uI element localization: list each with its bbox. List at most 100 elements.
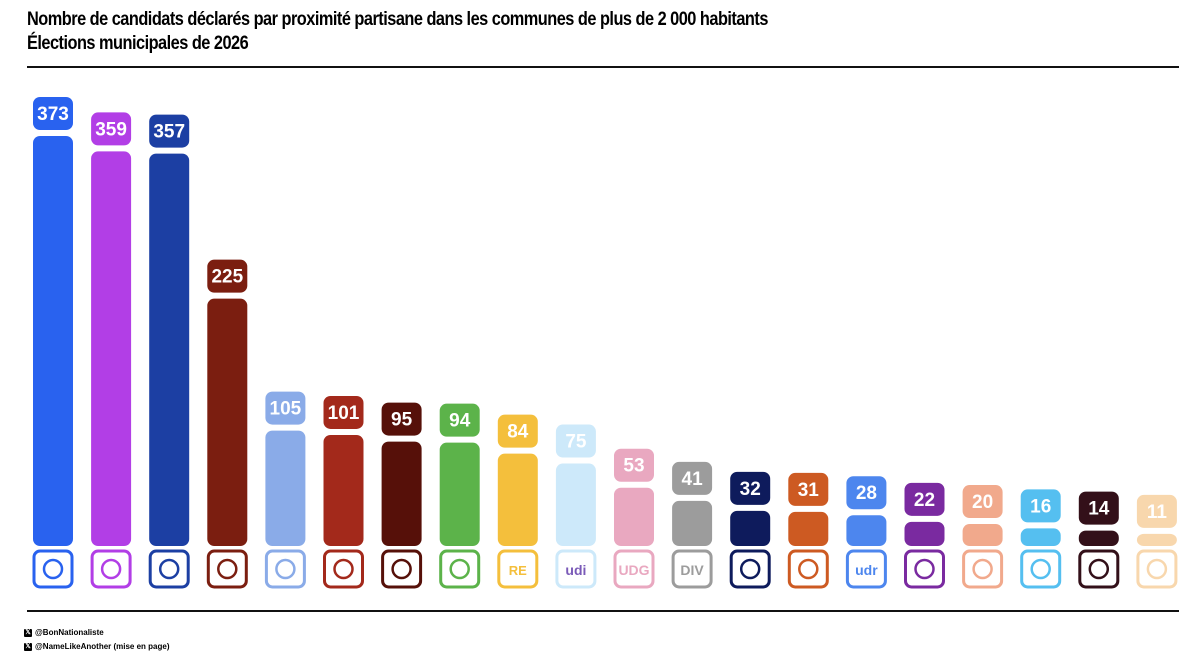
credit-2: 𝕏 @NameLikeAnother (mise en page): [24, 642, 170, 651]
bar: [439, 442, 480, 546]
data-label: 94: [449, 411, 471, 432]
bar-group-15: 22: [904, 482, 945, 589]
value-badge: [1136, 494, 1177, 528]
bar: [381, 441, 422, 546]
ps-logo-icon: [90, 549, 132, 589]
value-badge: [265, 391, 306, 425]
re-logo-icon: [497, 549, 539, 589]
logo-mark: [1146, 558, 1168, 580]
bar-group-1: 359: [90, 112, 132, 589]
value-badge: [497, 414, 538, 448]
logo-mark: [739, 558, 761, 580]
bar: [614, 487, 654, 546]
data-label: 22: [914, 490, 935, 511]
bar-group-18: 14: [1078, 491, 1120, 589]
bar-group-13: 31: [787, 472, 829, 589]
bar-group-2: 357: [148, 114, 190, 589]
logo-text: UDG: [618, 562, 649, 578]
rn-logo-icon: [148, 549, 190, 589]
data-label: 28: [856, 483, 877, 504]
value-badge: [381, 402, 422, 436]
data-label: 373: [37, 104, 69, 125]
data-label: 225: [211, 267, 243, 288]
logo-mark: [42, 558, 64, 580]
logo-mark: [914, 558, 935, 580]
bar-group-10: 53 UDG: [613, 448, 655, 589]
bottom-divider: [27, 610, 1179, 612]
bar-group-0: 373: [32, 97, 74, 589]
bar: [497, 453, 538, 546]
logo-mark: [391, 558, 412, 580]
value-badge: [323, 395, 364, 429]
value-badge: [33, 97, 73, 130]
data-label: 41: [682, 469, 704, 490]
logo-mark: [217, 558, 238, 580]
bar: [91, 151, 132, 546]
udi-logo-icon: [555, 549, 597, 589]
energie-logo-icon: [1020, 549, 1062, 589]
bar: [1078, 530, 1119, 546]
value-badge: [846, 476, 887, 510]
bar-group-17: 16: [1020, 489, 1062, 589]
lr-logo-icon: [32, 549, 74, 589]
bar: [1136, 533, 1177, 546]
value-badge: [555, 424, 596, 458]
logo-mark: [158, 558, 180, 580]
bar: [1020, 528, 1061, 546]
value-badge: [207, 259, 248, 293]
bar-chart: 373 359 357 225 105 101 95 94 84 RE 75 udi 53 UDG 41 DI…: [32, 97, 1178, 589]
data-label: 105: [270, 399, 302, 420]
chart-title: Nombre de candidats déclarés par proximi…: [27, 8, 768, 56]
credit-2-text: @NameLikeAnother (mise en page): [35, 642, 170, 651]
value-badge: [614, 448, 654, 482]
credit-1: 𝕏 @BonNationaliste: [24, 628, 104, 637]
logo-text: DIV: [680, 562, 704, 578]
value-badge: [730, 471, 771, 505]
bar: [730, 510, 771, 546]
udg-logo-icon: [613, 549, 655, 589]
udr-logo-icon: [845, 549, 887, 589]
value-badge: [788, 472, 829, 506]
femme-logo-icon: [962, 549, 1004, 589]
modem-logo-icon: [787, 549, 829, 589]
logo-mark: [1088, 558, 1110, 580]
bar-group-19: 11: [1136, 494, 1178, 589]
logo-mark: [798, 558, 819, 580]
reconquete-logo-icon: [729, 549, 771, 589]
div-logo-icon: [671, 549, 713, 589]
bar: [33, 136, 73, 546]
logo-mark: [972, 558, 993, 580]
data-label: 75: [565, 432, 587, 453]
credit-1-text: @BonNationaliste: [35, 628, 104, 637]
data-label: 95: [391, 410, 413, 431]
logo-mark: [1030, 558, 1051, 580]
bar: [149, 153, 190, 546]
value-badge: [91, 112, 132, 146]
data-label: 359: [95, 119, 127, 140]
centristes-logo-icon: [1136, 549, 1178, 589]
data-label: 84: [507, 422, 529, 443]
bar: [555, 463, 596, 546]
bar-group-11: 41 DIV: [671, 461, 713, 589]
bar-group-5: 101: [323, 395, 364, 589]
bar-group-6: 95: [381, 402, 423, 589]
bar-group-4: 105: [264, 391, 306, 589]
value-badge: [962, 485, 1003, 519]
bar: [323, 434, 364, 546]
value-badge: [149, 114, 190, 148]
value-badge: [1020, 489, 1061, 523]
bar-group-7: 94: [439, 403, 481, 589]
bar: [788, 511, 829, 546]
bar: [265, 430, 306, 546]
data-label: 14: [1088, 499, 1110, 520]
logo-mark: [449, 558, 470, 580]
bar: [904, 521, 945, 546]
data-label: 32: [740, 479, 761, 500]
logo-mark: [100, 558, 122, 580]
logo-text: udi: [565, 562, 586, 578]
top-divider: [27, 66, 1179, 68]
bar: [846, 515, 887, 546]
npa-logo-icon: [1078, 549, 1120, 589]
logo-text: RE: [509, 563, 527, 578]
data-label: 357: [153, 122, 185, 143]
